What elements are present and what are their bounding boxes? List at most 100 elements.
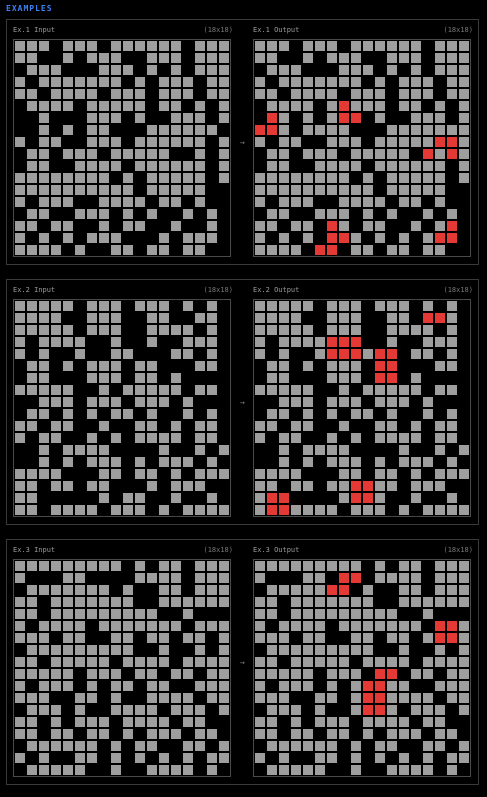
empty-cell	[218, 704, 230, 716]
empty-cell	[302, 572, 314, 584]
empty-cell	[254, 560, 266, 572]
marked-cell	[362, 492, 374, 504]
empty-cell	[182, 76, 194, 88]
empty-cell	[134, 572, 146, 584]
wall-cell	[410, 312, 422, 324]
empty-cell	[122, 632, 134, 644]
empty-cell	[194, 480, 206, 492]
empty-cell	[170, 40, 182, 52]
wall-cell	[434, 456, 446, 468]
empty-cell	[410, 456, 422, 468]
marked-cell	[350, 112, 362, 124]
wall-cell	[38, 88, 50, 100]
wall-cell	[218, 124, 230, 136]
wall-cell	[314, 480, 326, 492]
wall-cell	[362, 52, 374, 64]
example-panel-1: Ex.1 Input (18x18) → Ex.1 Output (18x18)	[6, 19, 479, 265]
empty-cell	[302, 112, 314, 124]
empty-cell	[434, 336, 446, 348]
wall-cell	[410, 208, 422, 220]
marked-cell	[374, 360, 386, 372]
empty-cell	[302, 172, 314, 184]
empty-cell	[374, 620, 386, 632]
empty-cell	[158, 632, 170, 644]
wall-cell	[266, 432, 278, 444]
empty-cell	[338, 300, 350, 312]
empty-cell	[458, 596, 470, 608]
empty-cell	[434, 740, 446, 752]
empty-cell	[38, 148, 50, 160]
empty-cell	[398, 752, 410, 764]
empty-cell	[182, 704, 194, 716]
wall-cell	[182, 680, 194, 692]
empty-cell	[398, 40, 410, 52]
empty-cell	[62, 456, 74, 468]
empty-cell	[278, 232, 290, 244]
empty-cell	[194, 112, 206, 124]
wall-cell	[446, 100, 458, 112]
empty-cell	[422, 336, 434, 348]
empty-cell	[410, 160, 422, 172]
empty-cell	[350, 160, 362, 172]
wall-cell	[218, 300, 230, 312]
wall-cell	[362, 560, 374, 572]
empty-cell	[86, 444, 98, 456]
wall-cell	[134, 692, 146, 704]
wall-cell	[326, 468, 338, 480]
wall-cell	[158, 408, 170, 420]
wall-cell	[158, 208, 170, 220]
wall-cell	[410, 716, 422, 728]
wall-cell	[134, 172, 146, 184]
wall-cell	[326, 420, 338, 432]
empty-cell	[266, 644, 278, 656]
empty-cell	[458, 584, 470, 596]
wall-cell	[110, 124, 122, 136]
wall-cell	[338, 740, 350, 752]
empty-cell	[134, 608, 146, 620]
wall-cell	[278, 728, 290, 740]
empty-cell	[14, 668, 26, 680]
empty-cell	[458, 504, 470, 516]
empty-cell	[254, 680, 266, 692]
wall-cell	[26, 336, 38, 348]
empty-cell	[290, 300, 302, 312]
wall-cell	[434, 372, 446, 384]
empty-cell	[350, 504, 362, 516]
empty-cell	[338, 468, 350, 480]
empty-cell	[398, 184, 410, 196]
empty-cell	[446, 324, 458, 336]
empty-cell	[302, 52, 314, 64]
empty-cell	[338, 136, 350, 148]
empty-cell	[122, 40, 134, 52]
wall-cell	[26, 112, 38, 124]
wall-cell	[386, 504, 398, 516]
empty-cell	[170, 196, 182, 208]
empty-cell	[374, 76, 386, 88]
empty-cell	[110, 764, 122, 776]
wall-cell	[122, 572, 134, 584]
empty-cell	[338, 160, 350, 172]
wall-cell	[50, 148, 62, 160]
empty-cell	[134, 420, 146, 432]
empty-cell	[14, 608, 26, 620]
wall-cell	[458, 208, 470, 220]
wall-cell	[278, 608, 290, 620]
empty-cell	[38, 100, 50, 112]
empty-cell	[314, 740, 326, 752]
marked-cell	[422, 148, 434, 160]
empty-cell	[446, 680, 458, 692]
empty-cell	[458, 572, 470, 584]
wall-cell	[134, 728, 146, 740]
empty-cell	[434, 444, 446, 456]
empty-cell	[14, 632, 26, 644]
empty-cell	[410, 100, 422, 112]
empty-cell	[86, 408, 98, 420]
empty-cell	[122, 208, 134, 220]
empty-cell	[86, 716, 98, 728]
empty-cell	[266, 764, 278, 776]
empty-cell	[254, 692, 266, 704]
wall-cell	[146, 492, 158, 504]
empty-cell	[26, 656, 38, 668]
wall-cell	[218, 396, 230, 408]
empty-cell	[182, 632, 194, 644]
